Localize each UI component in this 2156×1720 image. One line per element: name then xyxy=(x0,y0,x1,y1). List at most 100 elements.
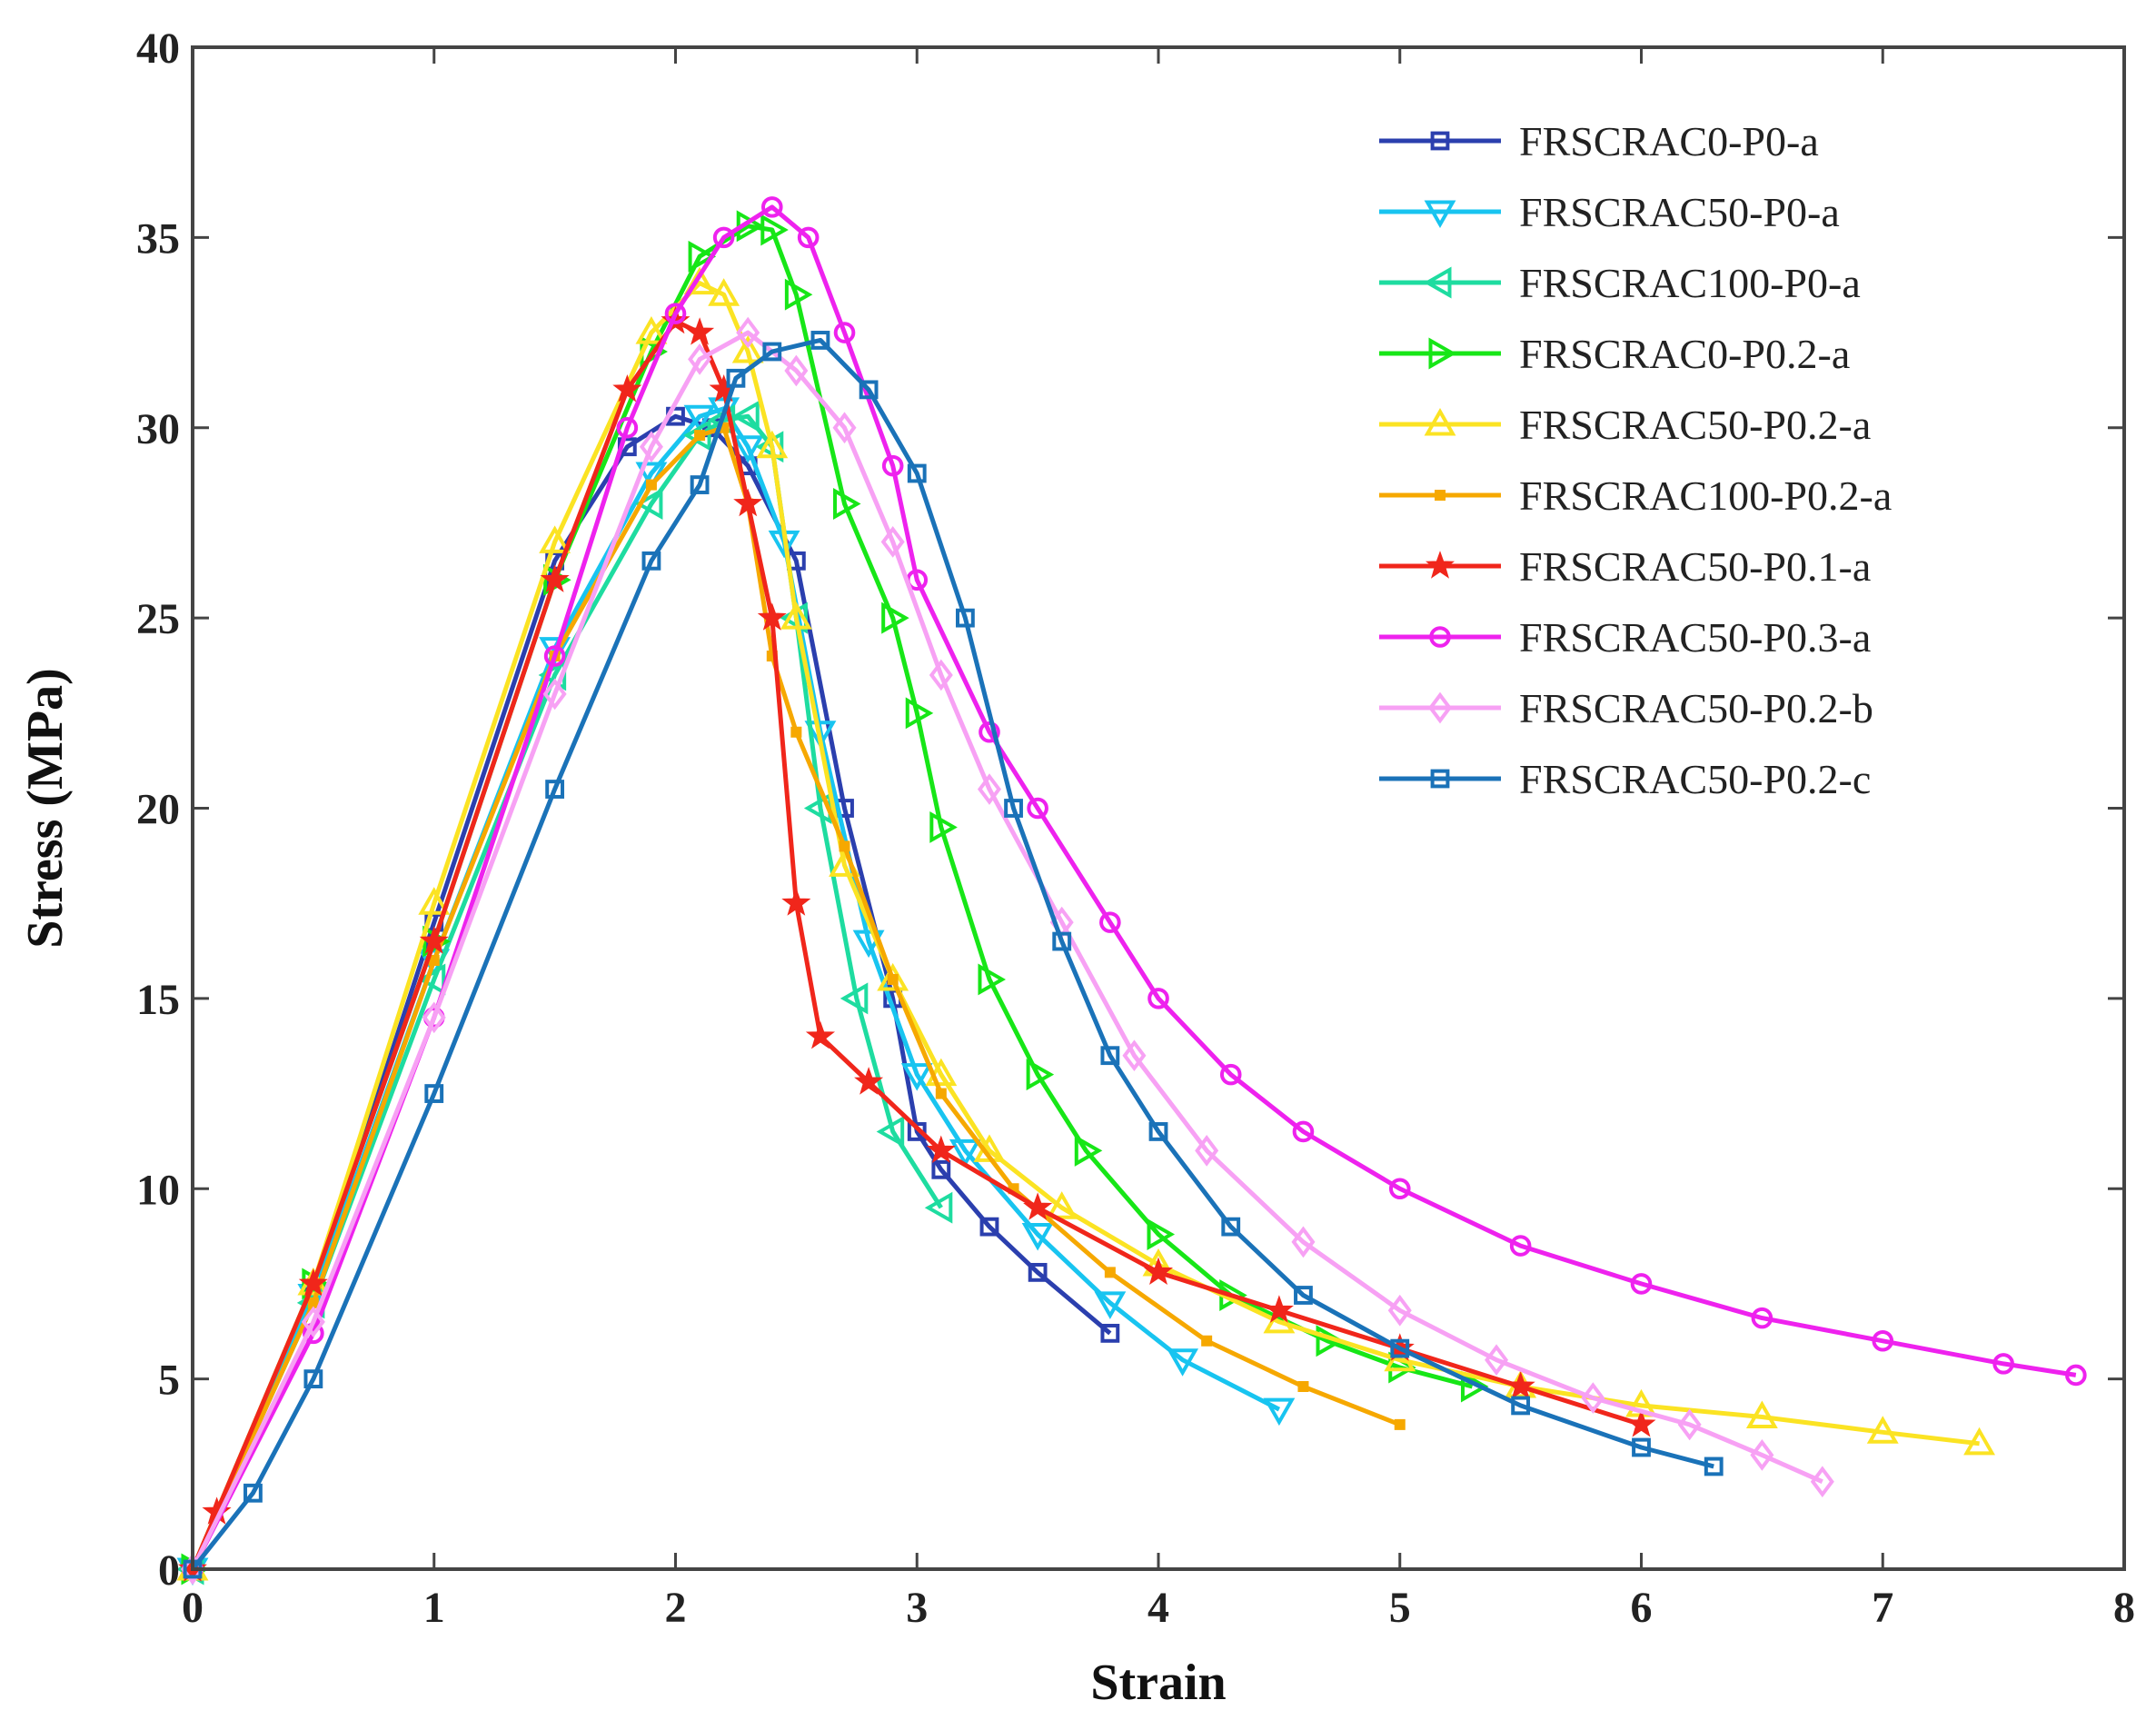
legend-label: FRSCRAC50-P0.1-a xyxy=(1519,543,1871,590)
legend-label: FRSCRAC100-P0.2-a xyxy=(1519,472,1892,519)
legend-entry: FRSCRAC50-P0.2-b xyxy=(1379,685,1873,731)
series-line xyxy=(190,413,1112,1570)
data-point xyxy=(690,475,710,494)
x-axis-title: Strain xyxy=(1090,1655,1226,1711)
y-tick-label: 35 xyxy=(136,214,180,263)
data-point xyxy=(712,226,735,249)
legend-entry: FRSCRAC100-P0-a xyxy=(1379,260,1861,306)
data-point xyxy=(907,463,927,483)
data-point xyxy=(1167,1348,1199,1377)
y-tick-label: 15 xyxy=(136,976,180,1024)
data-point xyxy=(543,645,566,667)
data-point xyxy=(784,354,809,387)
series-layer xyxy=(175,196,2087,1586)
data-point xyxy=(1423,266,1452,299)
series-line xyxy=(190,319,1643,1570)
y-axis-title: Stress (MPa) xyxy=(17,668,74,948)
data-point xyxy=(1992,1353,2014,1375)
data-point xyxy=(979,721,1000,743)
legend-label: FRSCRAC100-P0-a xyxy=(1519,260,1861,306)
data-point xyxy=(1026,1059,1055,1091)
data-point xyxy=(1297,1381,1309,1392)
data-point xyxy=(307,1297,319,1308)
data-point xyxy=(977,773,1001,805)
data-point xyxy=(301,1306,325,1338)
data-point xyxy=(1263,1397,1296,1427)
data-point xyxy=(1219,1063,1242,1086)
data-point xyxy=(1388,1178,1411,1200)
data-point xyxy=(1485,1344,1509,1377)
series-line xyxy=(190,204,2077,1571)
legend: FRSCRAC0-P0-a FRSCRAC50-P0-a FRSCRAC100-P0… xyxy=(1379,118,1892,802)
y-tick-label: 30 xyxy=(136,405,180,453)
data-point xyxy=(419,926,449,954)
x-tick-label: 1 xyxy=(423,1584,445,1632)
legend-label: FRSCRAC50-P0.2-b xyxy=(1519,685,1873,731)
data-point xyxy=(664,303,687,324)
legend-label: FRSCRAC0-P0-a xyxy=(1519,118,1819,164)
data-point xyxy=(694,430,706,442)
data-point xyxy=(1428,337,1457,370)
data-point xyxy=(1122,1039,1147,1072)
data-point xyxy=(881,454,904,477)
data-point xyxy=(731,435,764,463)
data-point xyxy=(1100,1046,1120,1066)
data-point xyxy=(797,226,820,249)
data-point xyxy=(612,374,642,403)
x-tick-label: 8 xyxy=(2113,1584,2135,1632)
data-point xyxy=(733,488,763,517)
data-point xyxy=(784,278,813,311)
data-point xyxy=(790,726,802,738)
data-point xyxy=(859,380,879,400)
data-point xyxy=(1004,799,1023,818)
data-point xyxy=(1195,1135,1219,1167)
data-point xyxy=(1963,1427,1995,1456)
data-point xyxy=(833,322,856,343)
data-point xyxy=(1021,1223,1054,1251)
data-point xyxy=(708,278,740,306)
data-point xyxy=(929,810,958,843)
data-point xyxy=(639,431,663,463)
data-point xyxy=(539,525,571,553)
data-point xyxy=(1028,1262,1048,1282)
data-point xyxy=(1460,1370,1489,1403)
data-point xyxy=(924,1191,953,1224)
data-point xyxy=(1429,626,1451,648)
data-point xyxy=(1430,131,1450,151)
data-point xyxy=(1046,1191,1078,1219)
data-point xyxy=(303,1369,323,1389)
data-point xyxy=(762,342,782,362)
data-point xyxy=(1387,1294,1412,1327)
y-tick-label: 10 xyxy=(136,1166,180,1214)
data-point xyxy=(1094,1291,1127,1319)
data-point xyxy=(756,430,789,459)
x-tick-label: 7 xyxy=(1872,1584,1893,1632)
data-point xyxy=(641,551,661,571)
data-point xyxy=(424,1084,444,1103)
series-FRSCRAC0-P0-a xyxy=(183,406,1120,1579)
data-point xyxy=(1428,691,1452,724)
data-point xyxy=(839,840,850,852)
data-point xyxy=(635,462,668,491)
data-point xyxy=(1511,1396,1531,1416)
x-tick-label: 3 xyxy=(906,1584,928,1632)
data-point xyxy=(1424,407,1456,436)
data-point xyxy=(1023,1192,1053,1220)
data-point xyxy=(877,962,909,991)
data-point xyxy=(1630,1273,1653,1295)
data-point xyxy=(1751,1307,1773,1329)
y-tick-label: 25 xyxy=(136,595,180,643)
data-point xyxy=(833,488,861,520)
series-line xyxy=(190,425,1401,1571)
data-point xyxy=(683,404,716,433)
y-tick-label: 20 xyxy=(136,786,180,834)
series-line xyxy=(191,337,1714,1571)
series-line xyxy=(190,224,1474,1570)
data-point xyxy=(931,1159,951,1179)
data-point xyxy=(1052,931,1072,951)
data-point xyxy=(688,240,717,273)
data-point xyxy=(1316,1325,1345,1357)
data-point xyxy=(900,1063,933,1091)
legend-entry: FRSCRAC50-P0.2-c xyxy=(1379,756,1871,802)
data-point xyxy=(854,1067,884,1095)
